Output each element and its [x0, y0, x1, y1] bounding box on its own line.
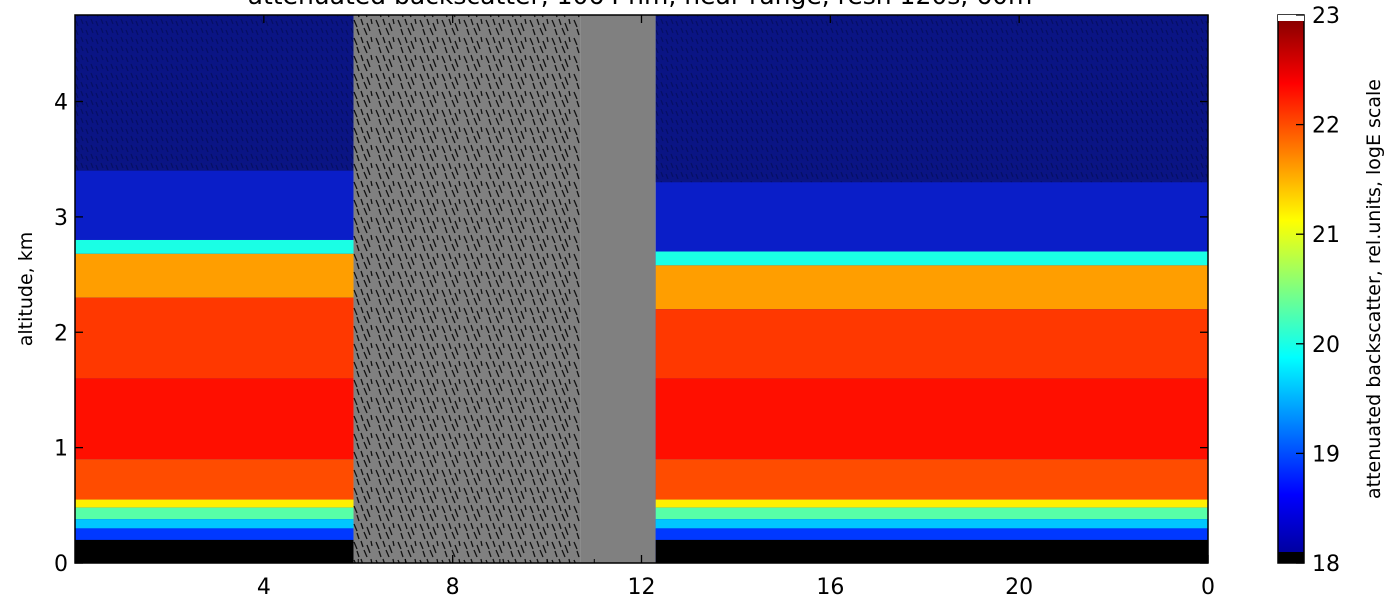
- heatmap-segment: [75, 15, 354, 563]
- noise-region: [353, 15, 581, 563]
- ground-band: [75, 539, 354, 563]
- colorbar-under-cap: [1278, 552, 1304, 563]
- backscatter-band: [655, 528, 1208, 540]
- backscatter-band: [655, 251, 1208, 266]
- backscatter-band: [655, 507, 1208, 520]
- backscatter-band: [75, 528, 354, 540]
- backscatter-band: [655, 499, 1208, 508]
- backscatter-band: [75, 253, 354, 298]
- plot-area: [75, 15, 1208, 563]
- x-tick-label: 0: [1201, 575, 1215, 599]
- y-tick-label: 0: [54, 552, 68, 577]
- backscatter-band: [75, 507, 354, 520]
- backscatter-band: [75, 378, 354, 460]
- colorbar-tick-label: 18: [1312, 552, 1340, 577]
- heatmap-segment: [580, 15, 656, 563]
- colorbar-tick-label: 20: [1312, 333, 1340, 358]
- ground-band: [655, 539, 1208, 563]
- colorbar-tick-label: 21: [1312, 223, 1340, 248]
- noisy-upper-region: [75, 15, 354, 171]
- chart-title: attenuated backscatter, 1064 nm, near ra…: [248, 0, 1033, 10]
- x-tick-label: 20: [1005, 575, 1033, 599]
- backscatter-band: [75, 297, 354, 379]
- backscatter-band: [655, 309, 1208, 379]
- backscatter-band: [655, 459, 1208, 500]
- heatmap-segment: [655, 15, 1208, 563]
- x-axis: 4 8 12 16 20 0: [121, 15, 1215, 599]
- backscatter-band: [75, 239, 354, 254]
- x-tick-label: 4: [257, 575, 271, 599]
- y-tick-label: 2: [54, 321, 68, 346]
- colorbar-label: attenuated backscatter, rel.units, logE …: [1363, 79, 1385, 499]
- y-tick-label: 1: [54, 437, 68, 462]
- y-tick-label: 3: [54, 206, 68, 231]
- backscatter-band: [655, 519, 1208, 529]
- colorbar: [1277, 14, 1305, 564]
- colorbar-tick-label: 19: [1312, 442, 1340, 467]
- colorbar-ticks: 18 19 20 21 22 23: [1296, 4, 1340, 577]
- backscatter-band: [655, 265, 1208, 310]
- colorbar-tick-label: 23: [1312, 4, 1340, 29]
- heatmap-segment: [353, 15, 581, 563]
- backscatter-band: [655, 378, 1208, 460]
- colorbar-over-cap: [1278, 15, 1304, 21]
- backscatter-band: [75, 499, 354, 508]
- y-tick-label: 4: [54, 91, 68, 116]
- x-tick-label: 16: [816, 575, 844, 599]
- backscatter-band: [75, 519, 354, 529]
- colorbar-tick-label: 22: [1312, 114, 1340, 139]
- noisy-upper-region: [655, 15, 1208, 183]
- x-tick-label: 8: [446, 575, 460, 599]
- y-axis: 0 1 2 3 4: [54, 91, 1208, 577]
- no-data-region: [580, 15, 656, 563]
- x-tick-label: 12: [628, 575, 656, 599]
- y-axis-label: altitude, km: [15, 232, 37, 346]
- backscatter-band: [75, 459, 354, 500]
